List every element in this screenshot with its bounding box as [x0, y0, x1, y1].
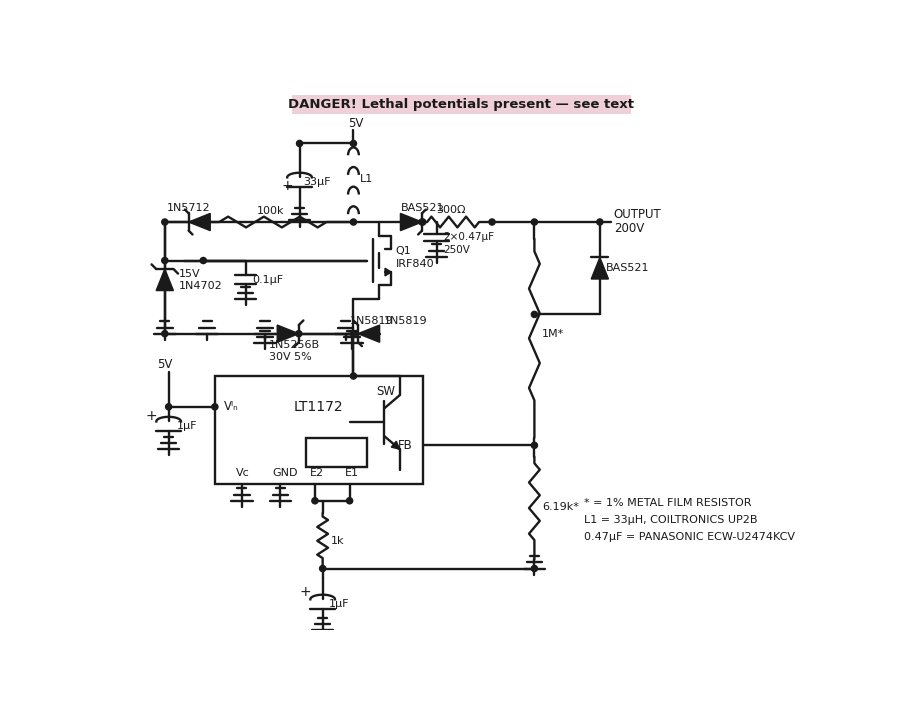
Circle shape: [350, 331, 356, 337]
Text: 0.1μF: 0.1μF: [252, 275, 283, 285]
Text: 1N5712: 1N5712: [166, 203, 210, 213]
Text: 1N5256B: 1N5256B: [269, 341, 319, 350]
Text: E2: E2: [310, 468, 325, 478]
Text: 1N5819: 1N5819: [349, 316, 393, 326]
Text: 1μF: 1μF: [176, 421, 197, 431]
Text: 0.47μF = PANASONIC ECW-U2474KCV: 0.47μF = PANASONIC ECW-U2474KCV: [584, 532, 796, 542]
Circle shape: [162, 331, 168, 337]
Circle shape: [162, 258, 168, 263]
Text: L1: L1: [360, 174, 373, 184]
Circle shape: [531, 442, 537, 448]
Text: 100k: 100k: [257, 206, 284, 216]
Text: 15V: 15V: [179, 268, 201, 279]
Text: 33μF: 33μF: [303, 177, 331, 187]
Text: E1: E1: [345, 468, 359, 478]
Text: Vᴵₙ: Vᴵₙ: [224, 400, 238, 413]
Text: 1N4702: 1N4702: [179, 281, 222, 291]
Text: GND: GND: [273, 468, 298, 478]
Polygon shape: [591, 258, 608, 279]
Text: Vᴄ: Vᴄ: [236, 468, 249, 478]
Circle shape: [166, 404, 172, 410]
Circle shape: [296, 331, 302, 337]
Text: +: +: [145, 409, 157, 423]
Circle shape: [531, 566, 537, 571]
Text: 250V: 250V: [443, 245, 470, 255]
Polygon shape: [400, 213, 422, 231]
Text: 1μF: 1μF: [328, 599, 349, 609]
Text: IRF840: IRF840: [396, 258, 435, 268]
Circle shape: [489, 219, 495, 225]
Circle shape: [350, 219, 356, 225]
Text: 1k: 1k: [330, 536, 344, 546]
Circle shape: [312, 498, 318, 504]
Text: * = 1% METAL FILM RESISTOR: * = 1% METAL FILM RESISTOR: [584, 498, 752, 508]
Text: FB: FB: [398, 439, 413, 452]
Polygon shape: [157, 269, 174, 290]
Text: 1N5819: 1N5819: [384, 316, 428, 326]
Circle shape: [200, 258, 206, 263]
FancyBboxPatch shape: [292, 95, 631, 114]
Text: OUTPUT: OUTPUT: [614, 208, 662, 221]
Text: DANGER! Lethal potentials present — see text: DANGER! Lethal potentials present — see …: [288, 98, 634, 110]
Text: BAS521: BAS521: [606, 263, 650, 273]
Polygon shape: [392, 441, 400, 449]
Circle shape: [419, 219, 426, 225]
Text: LT1172: LT1172: [294, 400, 344, 413]
Text: 200V: 200V: [614, 222, 644, 234]
Circle shape: [597, 219, 603, 225]
Circle shape: [320, 566, 326, 571]
Polygon shape: [385, 268, 392, 276]
Circle shape: [418, 219, 425, 225]
Circle shape: [346, 498, 353, 504]
Text: 5V: 5V: [158, 358, 173, 371]
Text: 5V: 5V: [348, 117, 364, 130]
Circle shape: [531, 219, 537, 225]
Text: BAS521: BAS521: [400, 203, 444, 213]
Text: Q1: Q1: [396, 246, 411, 256]
Text: +: +: [282, 179, 293, 193]
Text: 30V 5%: 30V 5%: [269, 352, 311, 362]
Circle shape: [296, 140, 302, 147]
Text: 300Ω: 300Ω: [436, 205, 466, 215]
Text: 2×0.47μF: 2×0.47μF: [443, 232, 494, 242]
Circle shape: [212, 404, 218, 410]
Circle shape: [162, 219, 168, 225]
Text: 6.19k*: 6.19k*: [542, 502, 579, 512]
Text: SW: SW: [376, 385, 396, 398]
Text: +: +: [300, 585, 311, 599]
Circle shape: [531, 312, 537, 317]
Polygon shape: [189, 213, 211, 231]
Circle shape: [350, 140, 356, 147]
Polygon shape: [277, 325, 299, 342]
Text: 1M*: 1M*: [542, 329, 564, 338]
Polygon shape: [358, 325, 380, 342]
Text: L1 = 33μH, COILTRONICS UP2B: L1 = 33μH, COILTRONICS UP2B: [584, 515, 758, 525]
Circle shape: [350, 373, 356, 379]
